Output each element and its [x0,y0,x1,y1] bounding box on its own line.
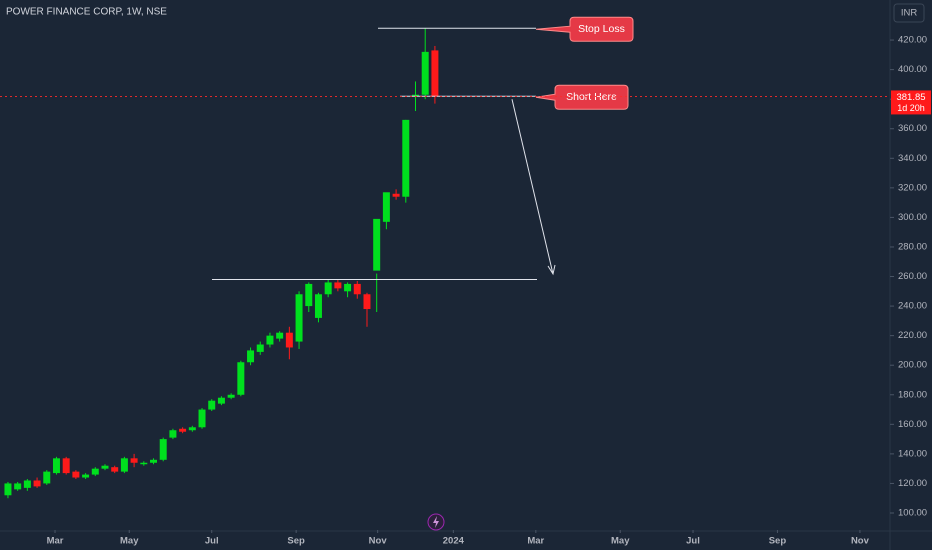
candle-body [4,483,12,496]
candle-body [392,193,400,197]
y-tick-label: 140.00 [898,448,927,459]
currency-box [893,3,925,23]
candle-body [247,350,255,363]
y-tick-label: 180.00 [898,389,927,400]
x-tick-label: May [611,536,630,547]
candle-body [33,480,41,487]
candle-body [305,283,313,307]
candle-body [101,465,109,469]
x-tick-label: 2024 [443,536,465,547]
callout-text: Short Here [566,91,617,103]
candle-body [285,332,293,348]
candle-body [130,458,138,463]
x-tick-label: Sep [287,536,305,547]
countdown: 1d 20h [897,103,925,113]
y-tick-label: 420.00 [898,35,927,46]
candle-body [421,51,429,95]
y-tick-label: 200.00 [898,360,927,371]
candle-body [382,192,390,222]
x-tick-label: Jul [686,536,700,547]
candle-body [256,344,264,352]
y-tick-label: 280.00 [898,241,927,252]
y-tick-label: 340.00 [898,153,927,164]
candle-body [334,282,342,289]
x-tick-label: Mar [47,536,64,547]
y-tick-label: 260.00 [898,271,927,282]
candle-body [111,467,119,472]
candle-body [237,362,245,395]
candle-body [431,50,439,97]
y-tick-label: 320.00 [898,182,927,193]
y-tick-label: 220.00 [898,330,927,341]
x-tick-label: May [120,536,139,547]
currency: INR [901,8,918,19]
candle-body [91,468,99,475]
x-tick-label: Nov [851,536,870,547]
candle-body [217,397,225,404]
candle-body [169,430,177,438]
candle-body [150,459,158,463]
price-tag [891,90,931,115]
candle-body [227,394,235,398]
candle-body [402,119,410,197]
candle-body [52,458,60,474]
candle-body [295,294,303,342]
candle-body [179,428,187,432]
y-tick-label: 160.00 [898,419,927,430]
callout [535,16,634,42]
candle-body [353,283,361,295]
candle-body [344,283,352,292]
y-tick-label: 360.00 [898,123,927,134]
x-tick-label: Sep [769,536,787,547]
event-icon-bolt [433,516,439,528]
candle-body [14,483,22,490]
candle-body [159,439,167,460]
candle-body [412,94,419,97]
candle-body [314,294,322,318]
candle-body [23,480,31,488]
candle-body [188,427,196,431]
y-tick-label: 300.00 [898,212,927,223]
callout [535,84,629,110]
candle-body [324,282,332,295]
candle-body [140,462,148,465]
x-tick-label: Mar [527,536,544,547]
candle-body [198,409,206,428]
candle-body [276,332,284,339]
candle-body [72,471,80,478]
candle-body [43,471,51,484]
candle-body [120,458,128,472]
callout-text: Stop Loss [578,23,625,35]
chart-title: POWER FINANCE CORP, 1W, NSE [6,7,167,18]
candle-body [363,294,371,310]
candle-body [373,218,381,271]
y-tick-label: 400.00 [898,64,927,75]
y-tick-label: 120.00 [898,478,927,489]
candle-body [82,474,90,478]
x-tick-label: Nov [369,536,388,547]
candle-body [62,458,70,474]
price-label: 381.85 [896,92,925,103]
x-tick-label: Jul [205,536,219,547]
candle-body [266,335,274,345]
candle-body [208,400,216,410]
y-tick-label: 100.00 [898,508,927,519]
arrow [511,99,556,276]
y-tick-label: 240.00 [898,301,927,312]
